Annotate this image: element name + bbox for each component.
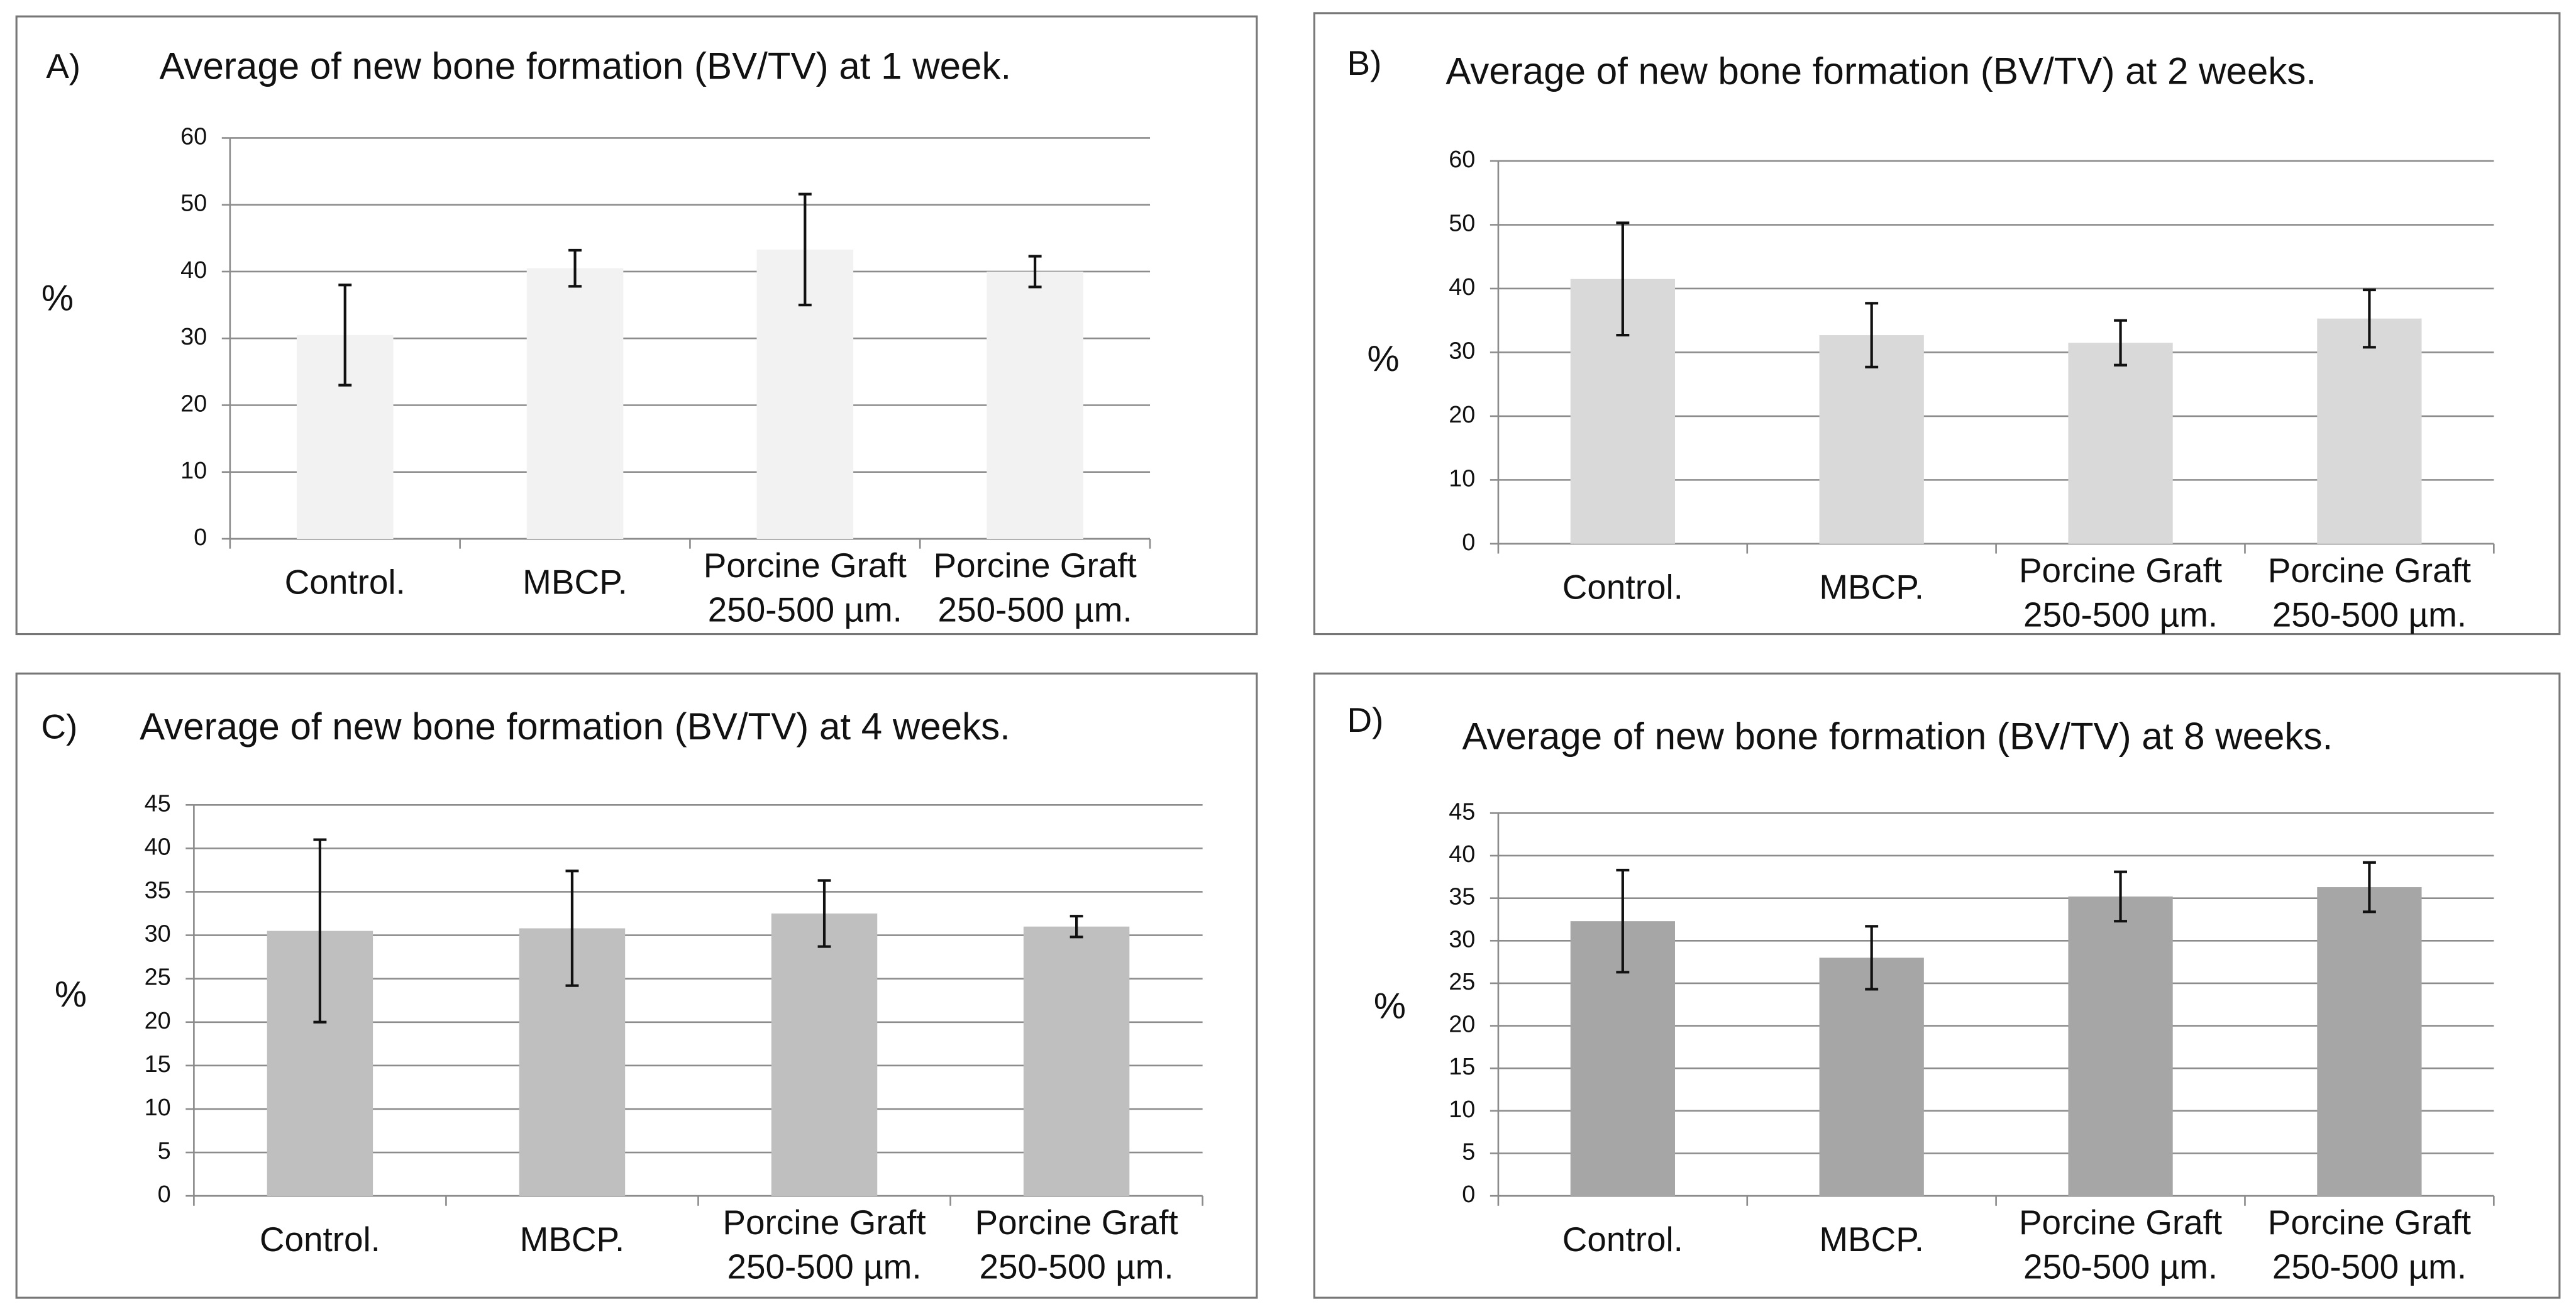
y-axis-label: % bbox=[1367, 339, 1399, 379]
bar bbox=[2317, 887, 2422, 1196]
chart-title: Average of new bone formation (BV/TV) at… bbox=[140, 705, 1010, 748]
x-tick-label: Control. bbox=[1562, 1220, 1683, 1259]
y-tick-label: 20 bbox=[1449, 402, 1475, 428]
bar bbox=[526, 268, 624, 539]
x-tick-label: Porcine Graft 250-500 µm. bbox=[934, 546, 1137, 630]
y-tick-label: 0 bbox=[194, 524, 207, 551]
panel: B) Average of new bone formation (BV/TV) … bbox=[1313, 12, 2561, 636]
y-tick-label: 40 bbox=[145, 834, 171, 860]
y-tick-label: 20 bbox=[180, 390, 207, 417]
y-tick-label: 10 bbox=[145, 1095, 171, 1121]
y-tick-label: 50 bbox=[1449, 211, 1475, 237]
y-tick-label: 5 bbox=[158, 1138, 171, 1164]
y-tick-label: 60 bbox=[180, 123, 207, 150]
chart-title: Average of new bone formation (BV/TV) at… bbox=[1462, 715, 2333, 758]
x-tick-label: Porcine Graft 250-500 µm. bbox=[2268, 1203, 2471, 1287]
error-bar bbox=[2362, 861, 2376, 914]
error-bar bbox=[338, 284, 352, 387]
bar bbox=[2068, 896, 2173, 1196]
panel: A) Average of new bone formation (BV/TV) … bbox=[15, 15, 1258, 636]
bar bbox=[1819, 958, 1924, 1196]
bar bbox=[2068, 343, 2173, 544]
y-tick-label: 45 bbox=[145, 790, 171, 817]
y-tick-label: 10 bbox=[1449, 1096, 1475, 1123]
bar bbox=[2317, 318, 2422, 544]
y-tick-label: 30 bbox=[1449, 926, 1475, 952]
panel-border bbox=[1313, 672, 2561, 1299]
y-tick-label: 40 bbox=[1449, 841, 1475, 868]
error-bar bbox=[2362, 288, 2376, 349]
y-tick-label: 20 bbox=[145, 1008, 171, 1034]
y-tick-label: 30 bbox=[180, 324, 207, 350]
x-tick-label: Porcine Graft 250-500 µm. bbox=[2019, 1203, 2222, 1287]
chart-title: Average of new bone formation (BV/TV) at… bbox=[159, 45, 1011, 87]
y-tick-label: 30 bbox=[1449, 338, 1475, 364]
panel-label: D) bbox=[1347, 700, 1384, 739]
x-tick-label: MBCP. bbox=[1819, 1220, 1924, 1259]
y-tick-label: 35 bbox=[145, 877, 171, 903]
y-tick-label: 40 bbox=[1449, 274, 1475, 301]
y-tick-label: 0 bbox=[158, 1181, 171, 1208]
error-bar bbox=[313, 838, 327, 1024]
y-tick-label: 45 bbox=[1449, 798, 1475, 825]
y-tick-label: 15 bbox=[1449, 1054, 1475, 1080]
x-tick-label: Porcine Graft 250-500 µm. bbox=[722, 1203, 926, 1287]
panel-label: B) bbox=[1347, 43, 1382, 82]
panel-border bbox=[15, 15, 1258, 636]
error-bar bbox=[1028, 255, 1042, 289]
bar bbox=[1819, 335, 1924, 544]
y-tick-label: 30 bbox=[145, 921, 171, 947]
x-tick-label: Control. bbox=[260, 1220, 380, 1259]
y-tick-label: 20 bbox=[1449, 1012, 1475, 1038]
y-tick-label: 15 bbox=[145, 1051, 171, 1078]
y-tick-label: 5 bbox=[1462, 1139, 1475, 1165]
y-axis-label: % bbox=[41, 278, 74, 318]
panel: C) Average of new bone formation (BV/TV) … bbox=[15, 672, 1258, 1299]
y-tick-label: 35 bbox=[1449, 884, 1475, 910]
panel: D) Average of new bone formation (BV/TV) … bbox=[1313, 672, 2561, 1299]
x-tick-label: Porcine Graft 250-500 µm. bbox=[704, 546, 907, 630]
y-tick-label: 10 bbox=[1449, 465, 1475, 492]
y-tick-label: 60 bbox=[1449, 146, 1475, 173]
error-bar bbox=[817, 879, 831, 948]
x-tick-label: Porcine Graft 250-500 µm. bbox=[2019, 551, 2222, 634]
y-axis-label: % bbox=[55, 974, 87, 1015]
y-tick-label: 10 bbox=[180, 458, 207, 484]
error-bar bbox=[1616, 868, 1630, 974]
x-tick-label: MBCP. bbox=[522, 563, 627, 602]
error-bar bbox=[568, 248, 582, 288]
x-tick-label: MBCP. bbox=[1819, 567, 1924, 606]
y-tick-label: 0 bbox=[1462, 529, 1475, 556]
bar bbox=[987, 271, 1083, 539]
y-tick-label: 50 bbox=[180, 190, 207, 217]
error-bar bbox=[2114, 319, 2128, 367]
panel-border bbox=[15, 672, 1258, 1299]
error-bar bbox=[565, 870, 579, 987]
y-axis-label: % bbox=[1374, 986, 1406, 1026]
x-tick-label: Control. bbox=[1562, 567, 1683, 606]
error-bar bbox=[1070, 915, 1083, 939]
y-tick-label: 0 bbox=[1462, 1181, 1475, 1208]
x-tick-label: MBCP. bbox=[520, 1220, 625, 1259]
error-bar bbox=[798, 192, 812, 307]
panel-border bbox=[1313, 12, 2561, 636]
error-bar bbox=[1865, 302, 1879, 368]
panel-label: A) bbox=[46, 47, 80, 86]
error-bar bbox=[1865, 925, 1879, 991]
panel-label: C) bbox=[41, 707, 77, 746]
x-tick-label: Control. bbox=[285, 563, 406, 602]
error-bar bbox=[1616, 221, 1630, 337]
x-tick-label: Porcine Graft 250-500 µm. bbox=[975, 1203, 1178, 1287]
y-tick-label: 25 bbox=[1449, 969, 1475, 995]
error-bar bbox=[2114, 870, 2128, 923]
x-tick-label: Porcine Graft 250-500 µm. bbox=[2268, 551, 2471, 634]
y-tick-label: 25 bbox=[145, 964, 171, 991]
bar bbox=[1023, 926, 1130, 1196]
y-tick-label: 40 bbox=[180, 257, 207, 284]
chart-title: Average of new bone formation (BV/TV) at… bbox=[1446, 50, 2316, 92]
bar bbox=[771, 914, 878, 1196]
